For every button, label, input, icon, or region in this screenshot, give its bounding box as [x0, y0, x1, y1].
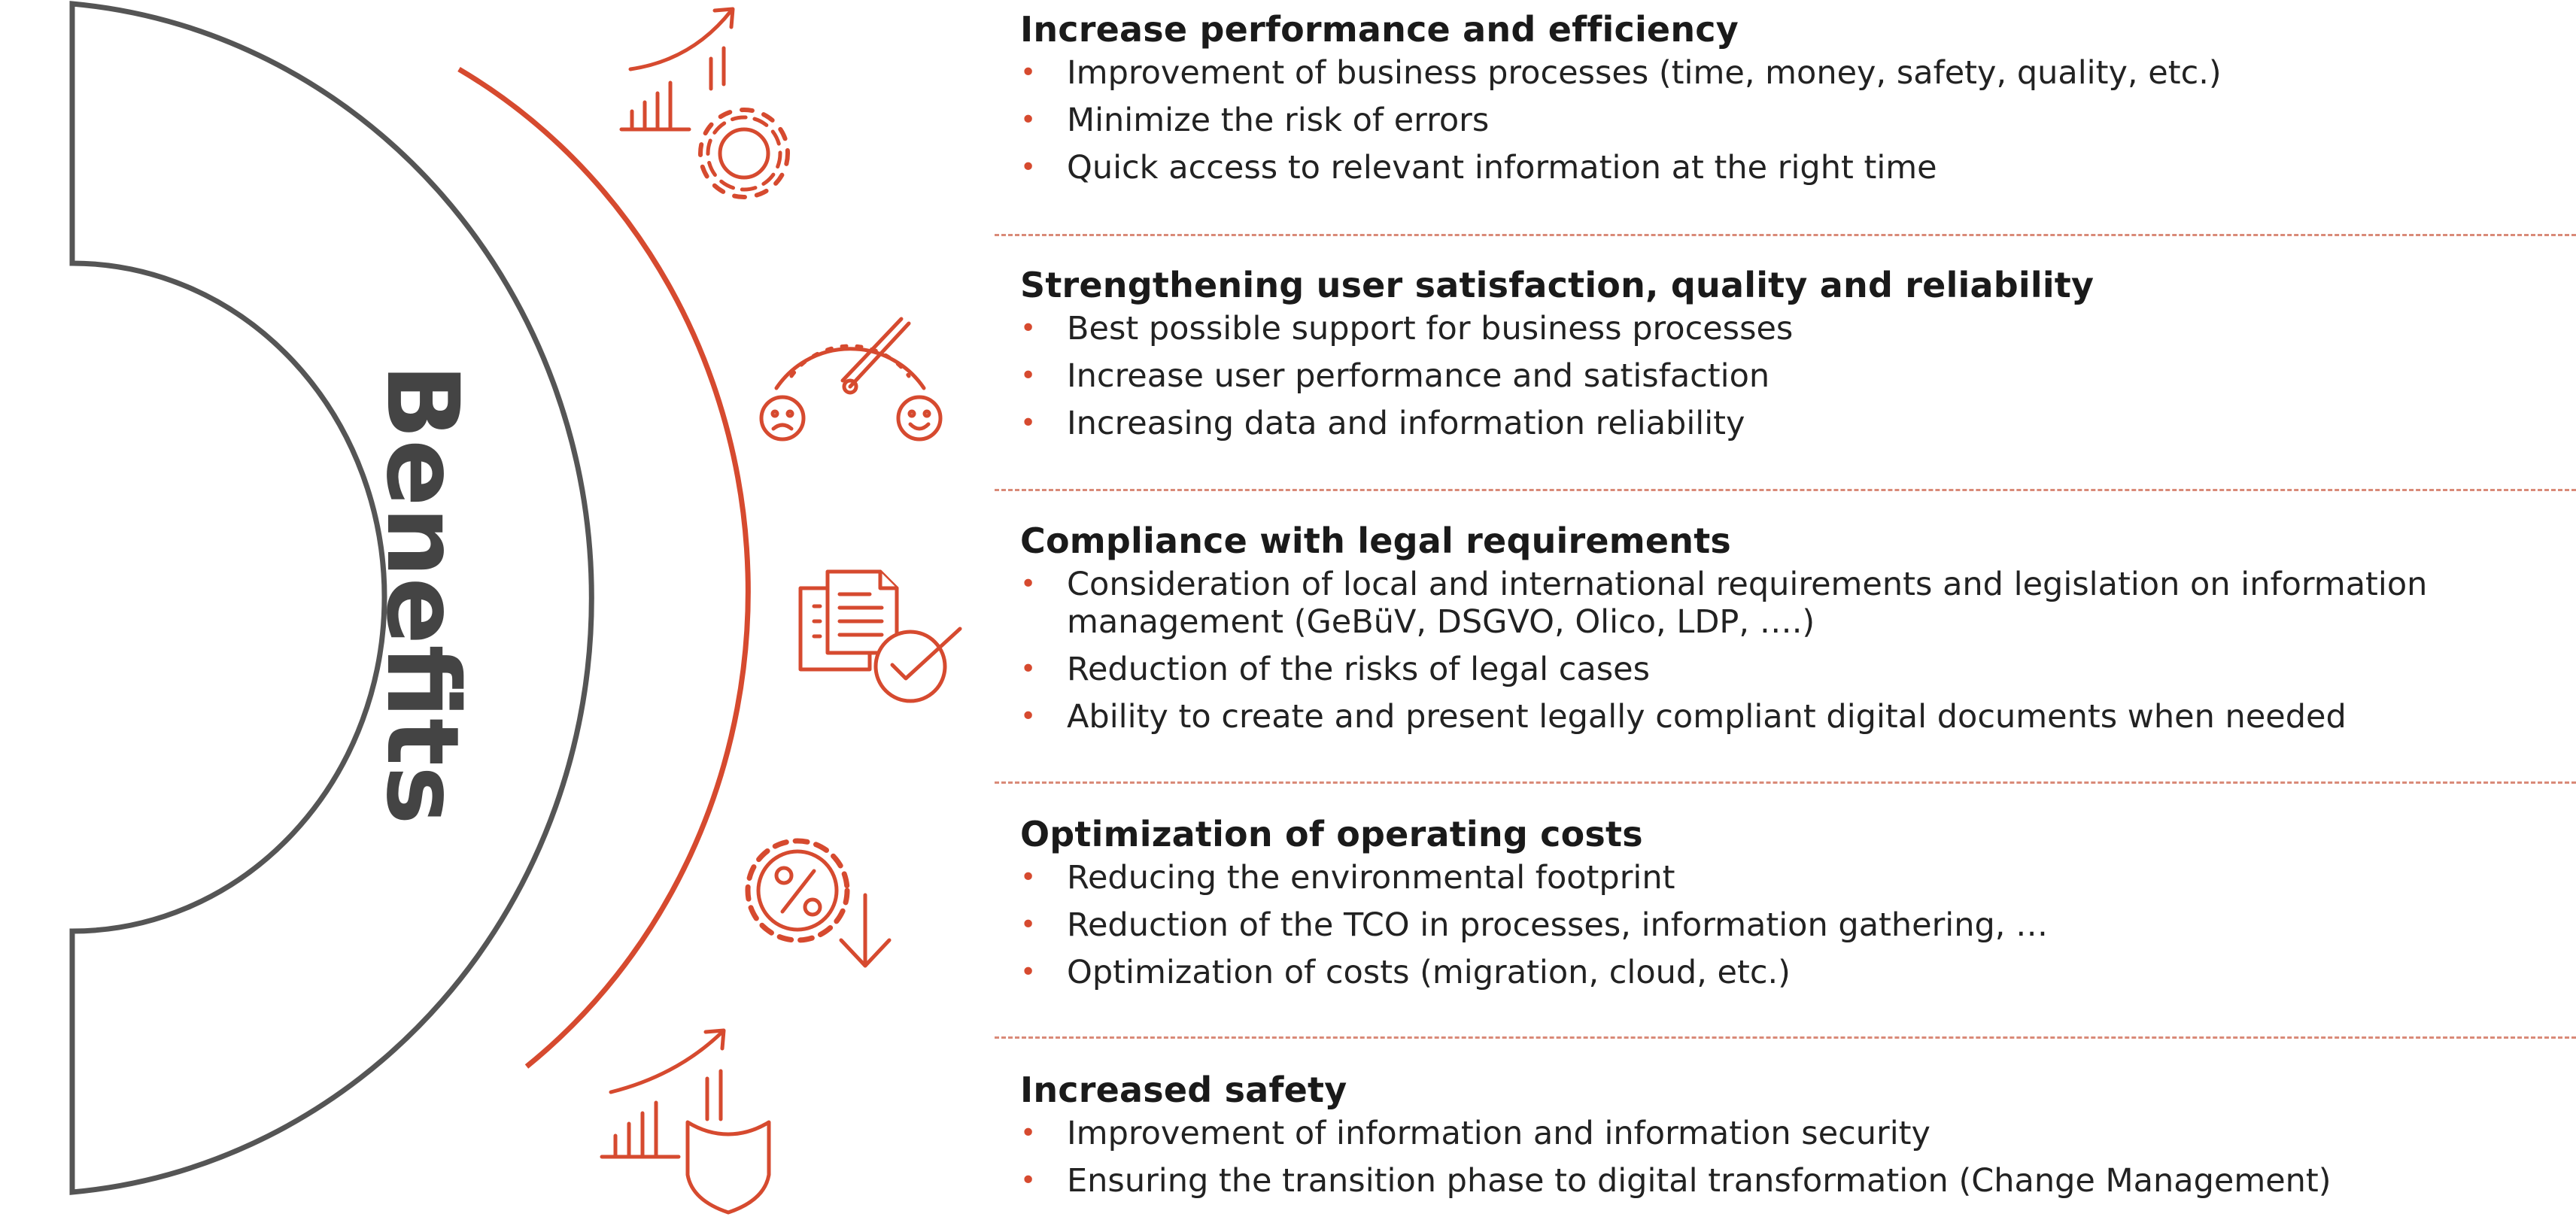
- section-divider: [995, 1036, 2576, 1039]
- bullet-dot-icon: •: [1020, 569, 1037, 599]
- bullet-dot-icon: •: [1020, 408, 1037, 438]
- bullet-item: • Ability to create and present legally c…: [1020, 698, 2347, 736]
- growth-gear-icon: [619, 7, 790, 199]
- bullet-item: • Reducing the environmental footprint: [1020, 859, 1675, 897]
- bullet-item: • Increase user performance and satisfact…: [1020, 357, 1770, 395]
- bullet-dot-icon: •: [1020, 862, 1037, 893]
- section-safety: Increased safety • Improvement of informa…: [1020, 1068, 2555, 1209]
- bullet-dot-icon: •: [1020, 909, 1037, 940]
- bullet-list: • Consideration of local and internationa…: [1020, 566, 2555, 736]
- bullet-dot-icon: •: [1020, 105, 1037, 135]
- bullet-item: • Reduction of the risks of legal cases: [1020, 651, 1651, 688]
- bullet-item: • Increasing data and information reliabi…: [1020, 405, 1745, 442]
- bullet-list: • Improvement of information and informat…: [1020, 1115, 2555, 1200]
- section-title: Compliance with legal requirements: [1020, 520, 1732, 561]
- bullet-item: • Optimization of costs (migration, cloud…: [1020, 954, 1791, 991]
- bullet-item: • Reduction of the TCO in processes, info…: [1020, 906, 2049, 944]
- benefits-half-ring: [69, 1, 594, 1195]
- benefits-title: Benefits: [364, 363, 480, 824]
- bullet-dot-icon: •: [1020, 1118, 1037, 1149]
- section-title: Increased safety: [1020, 1070, 1347, 1110]
- bullet-item: • Ensuring the transition phase to digita…: [1020, 1162, 2331, 1200]
- accent-arc: [457, 66, 751, 1069]
- section-title: Optimization of operating costs: [1020, 814, 1643, 854]
- section-performance: Increase performance and efficiency • Imp…: [1020, 8, 2555, 196]
- bullet-item: • Consideration of local and internationa…: [1020, 566, 2428, 641]
- bullet-dot-icon: •: [1020, 152, 1037, 183]
- bullet-list: • Best possible support for business proc…: [1020, 310, 2555, 442]
- bullet-dot-icon: •: [1020, 1165, 1037, 1196]
- section-title: Strengthening user satisfaction, quality…: [1020, 265, 2095, 305]
- section-operating-costs: Optimization of operating costs • Reducin…: [1020, 812, 2555, 1001]
- section-compliance: Compliance with legal requirements • Cons…: [1020, 519, 2555, 745]
- benefits-diagram: Benefits: [69, 1, 962, 1215]
- section-divider: [995, 781, 2576, 784]
- section-title: Increase performance and efficiency: [1020, 9, 1739, 50]
- bullet-item: • Quick access to relevant information at…: [1020, 149, 1937, 187]
- bullet-dot-icon: •: [1020, 957, 1037, 988]
- bullet-item: • Improvement of information and informat…: [1020, 1115, 1930, 1152]
- bullet-dot-icon: •: [1020, 360, 1037, 391]
- bullet-item: • Best possible support for business proc…: [1020, 310, 1794, 347]
- bullet-list: • Improvement of business processes (time…: [1020, 54, 2555, 187]
- document-check-icon: [798, 569, 962, 703]
- bullet-dot-icon: •: [1020, 313, 1037, 344]
- section-user-satisfaction: Strengthening user satisfaction, quality…: [1020, 263, 2555, 452]
- percent-gear-down-icon: [745, 838, 892, 968]
- bullet-item: • Improvement of business processes (time…: [1020, 54, 2222, 92]
- bullet-dot-icon: •: [1020, 57, 1037, 88]
- growth-shield-icon: [600, 1028, 771, 1215]
- speedometer-satisfaction-icon: [759, 317, 943, 442]
- bullet-dot-icon: •: [1020, 701, 1037, 732]
- bullet-list: • Reducing the environmental footprint • R…: [1020, 859, 2555, 991]
- bullet-dot-icon: •: [1020, 654, 1037, 684]
- bullet-item: • Minimize the risk of errors: [1020, 102, 1490, 139]
- section-divider: [995, 489, 2576, 491]
- section-divider: [995, 234, 2576, 236]
